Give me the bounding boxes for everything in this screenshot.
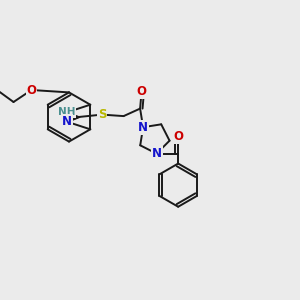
Text: N: N: [138, 121, 148, 134]
Text: O: O: [173, 130, 183, 143]
Text: NH: NH: [58, 107, 76, 117]
Text: O: O: [136, 85, 147, 98]
Text: N: N: [62, 115, 72, 128]
Text: S: S: [98, 108, 106, 121]
Text: O: O: [26, 83, 37, 97]
Text: N: N: [152, 147, 162, 160]
